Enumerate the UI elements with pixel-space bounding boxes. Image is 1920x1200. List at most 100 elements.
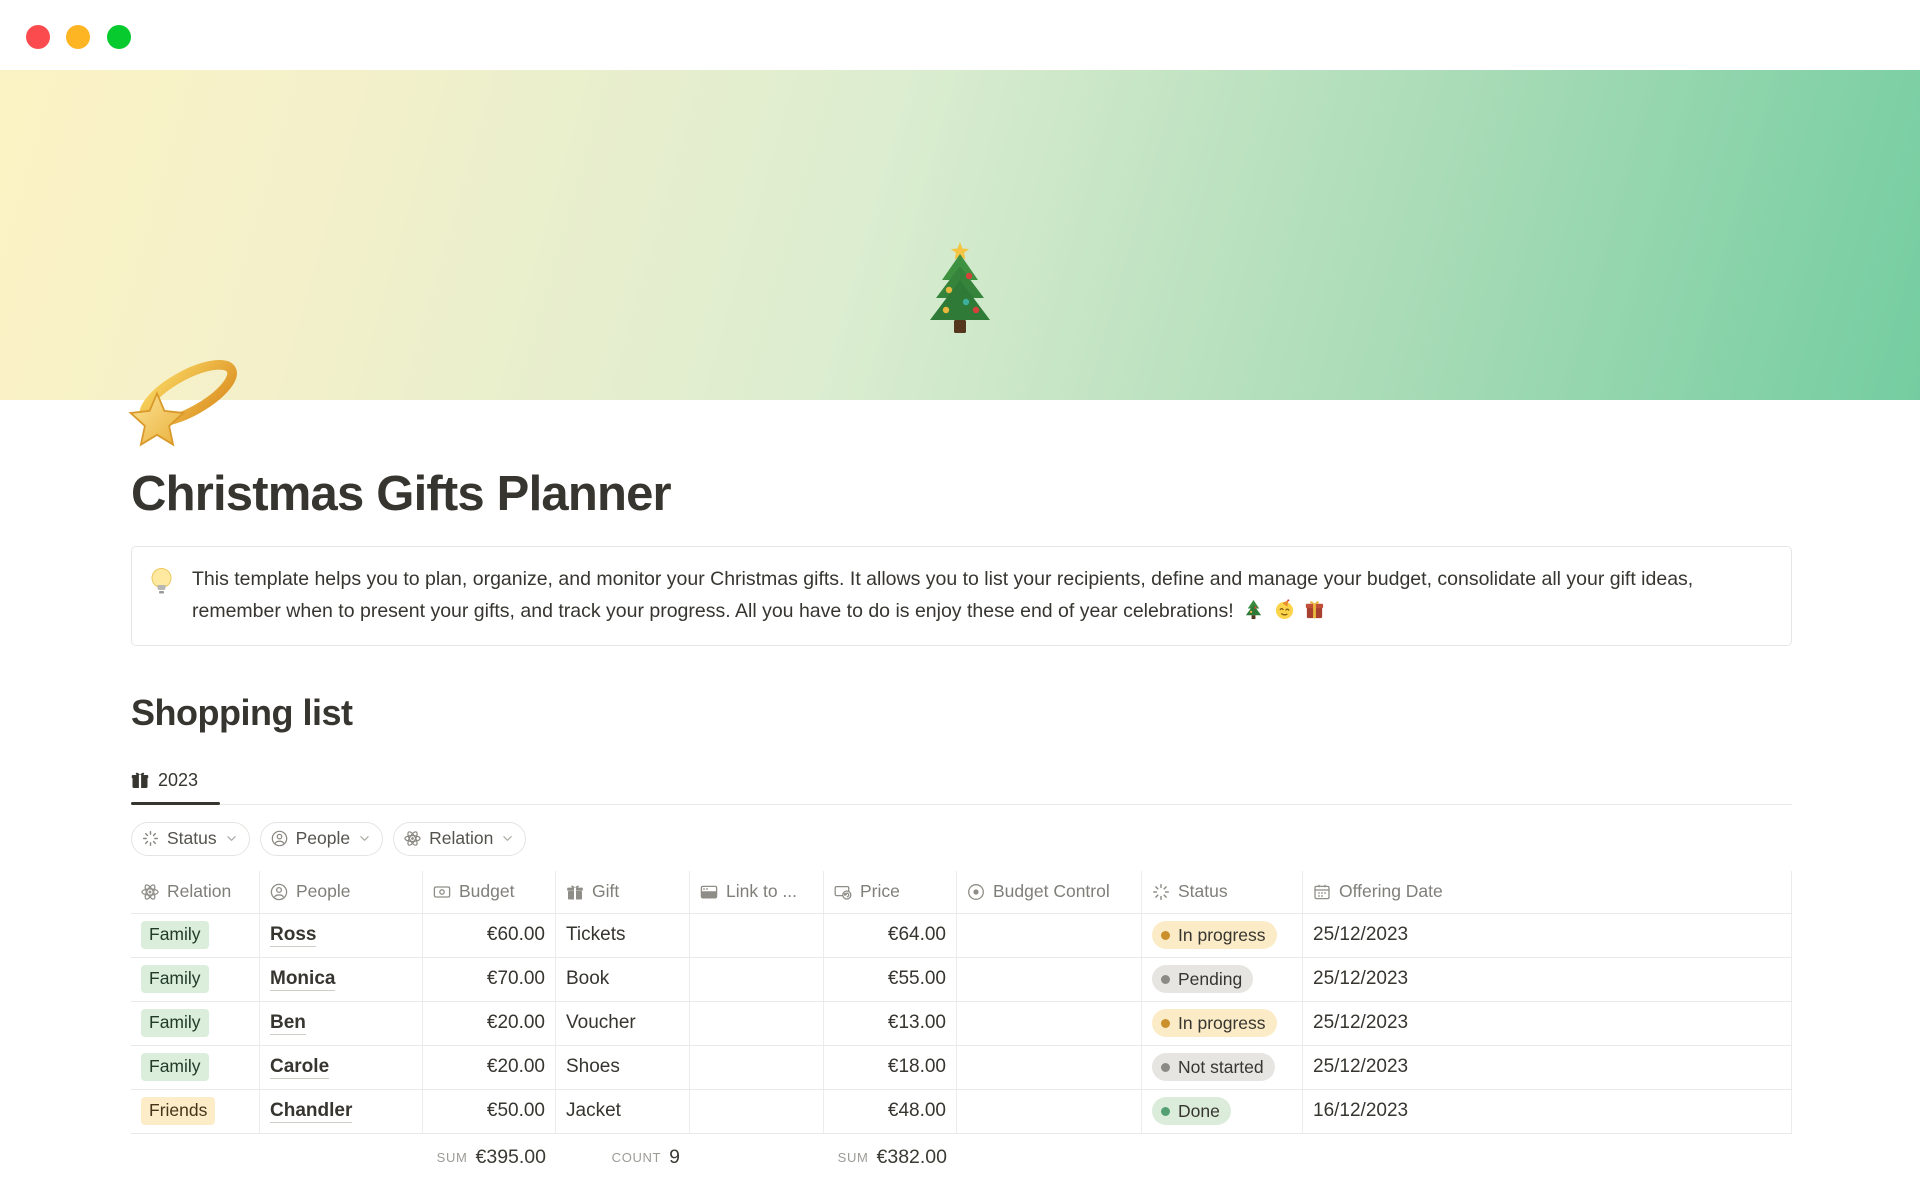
relation-cell[interactable]: Family [131,1001,260,1045]
column-header-budget-control[interactable]: Budget Control [957,870,1142,913]
link-cell[interactable] [690,913,824,957]
table-header-row: Relation People Budget Gift Link to ... Price… [131,870,1792,914]
status-cell[interactable]: Done [1142,1089,1303,1133]
status-cell[interactable]: In progress [1142,913,1303,957]
budget-control-cell[interactable] [957,1089,1142,1133]
filter-chip-people[interactable]: People [259,821,384,856]
status-label: Pending [1178,968,1243,989]
budget-cell[interactable]: €50.00 [423,1089,556,1133]
filter-chip-relation[interactable]: Relation [393,821,527,856]
wrapped-gift-icon [1305,600,1324,618]
relation-cell[interactable]: Family [131,913,260,957]
status-cell[interactable]: Pending [1142,957,1303,1001]
person-link[interactable]: Carole [270,1055,330,1080]
footer-gift-count[interactable]: COUNT 9 [556,1134,690,1181]
price-cell[interactable]: €48.00 [824,1089,957,1133]
people-cell[interactable]: Ross [260,913,423,957]
link-cell[interactable] [690,1001,824,1045]
people-cell[interactable]: Chandler [260,1089,423,1133]
relation-tag: Family [141,921,209,949]
footer-status-cell[interactable] [1142,1134,1303,1181]
link-cell[interactable] [690,1045,824,1089]
relation-cell[interactable]: Family [131,957,260,1001]
footer-date-cell[interactable] [1303,1134,1792,1181]
person-link[interactable]: Ben [270,1011,306,1036]
person-link[interactable]: Ross [270,923,317,948]
link-cell[interactable] [690,1089,824,1133]
sum-value: €395.00 [475,1145,547,1168]
budget-cell[interactable]: €60.00 [423,913,556,957]
budget-cell[interactable]: €20.00 [423,1045,556,1089]
status-cell[interactable]: Not started [1142,1045,1303,1089]
gift-cell[interactable]: Voucher [556,1001,690,1045]
budget-control-cell[interactable] [957,1045,1142,1089]
budget-control-cell[interactable] [957,913,1142,957]
budget-cell[interactable]: €20.00 [423,1001,556,1045]
chevron-down-icon [226,836,236,841]
column-header-link-to[interactable]: Link to ... [690,870,824,913]
column-header-budget[interactable]: Budget [423,870,556,913]
price-cell[interactable]: €64.00 [824,913,957,957]
footer-link-cell[interactable] [690,1134,824,1181]
gift-cell[interactable]: Tickets [556,913,690,957]
date-cell[interactable]: 25/12/2023 [1303,913,1792,957]
price-cell[interactable]: €55.00 [824,957,957,1001]
light-bulb-icon [151,568,172,594]
count-label: COUNT [611,1149,662,1165]
relation-cell[interactable]: Family [131,1045,260,1089]
status-cell[interactable]: In progress [1142,1001,1303,1045]
shooting-star-page-icon[interactable] [121,343,241,463]
budget-cell[interactable]: €70.00 [423,957,556,1001]
column-header-price[interactable]: Price [824,870,957,913]
budget-control-cell[interactable] [957,957,1142,1001]
atom-icon [404,831,421,846]
person-link[interactable]: Monica [270,967,336,992]
status-dot-icon [1161,1062,1170,1072]
minimize-window-button[interactable] [66,25,90,49]
footer-relation-cell[interactable] [131,1134,260,1181]
section-heading: Shopping list [131,691,353,733]
date-cell[interactable]: 25/12/2023 [1303,1001,1792,1045]
person-icon [270,883,288,900]
status-label: Not started [1178,1056,1264,1077]
people-cell[interactable]: Monica [260,957,423,1001]
gift-cell[interactable]: Shoes [556,1045,690,1089]
footer-price-sum[interactable]: SUM €382.00 [824,1134,957,1181]
column-header-gift[interactable]: Gift [556,870,690,913]
footer-budget-control-cell[interactable] [957,1134,1142,1181]
gift-cell[interactable]: Book [556,957,690,1001]
column-header-relation[interactable]: Relation [131,870,260,913]
close-window-button[interactable] [26,25,50,49]
gift-cell[interactable]: Jacket [556,1089,690,1133]
footer-budget-sum[interactable]: SUM €395.00 [423,1134,556,1181]
people-cell[interactable]: Carole [260,1045,423,1089]
link-cell[interactable] [690,957,824,1001]
zoom-window-button[interactable] [107,25,131,49]
person-link[interactable]: Chandler [270,1099,353,1124]
page-cover[interactable] [0,70,1920,400]
price-cell[interactable]: €13.00 [824,1001,957,1045]
budget-control-cell[interactable] [957,1001,1142,1045]
filter-label: Relation [429,828,494,849]
column-header-people[interactable]: People [260,870,423,913]
status-label: Done [1178,1100,1220,1121]
relation-cell[interactable]: Friends [131,1089,260,1133]
date-cell[interactable]: 16/12/2023 [1303,1089,1792,1133]
page-title[interactable]: Christmas Gifts Planner [131,467,672,521]
callout[interactable]: This template helps you to plan, organiz… [131,546,1792,646]
count-value: 9 [669,1145,680,1168]
column-header-offering-date[interactable]: Offering Date [1303,870,1792,913]
footer-people-cell[interactable] [260,1134,423,1181]
tab-2023[interactable]: 2023 [131,764,221,806]
column-header-status[interactable]: Status [1142,870,1303,913]
price-cell[interactable]: €18.00 [824,1045,957,1089]
partying-face-icon [1275,599,1293,619]
callout-text: This template helps you to plan, organiz… [192,568,1694,622]
date-cell[interactable]: 25/12/2023 [1303,957,1792,1001]
filter-chip-status[interactable]: Status [131,821,250,856]
date-cell[interactable]: 25/12/2023 [1303,1045,1792,1089]
status-label: In progress [1178,924,1266,945]
people-cell[interactable]: Ben [260,1001,423,1045]
window-title-bar [0,0,1920,70]
column-label: Budget Control [993,881,1110,902]
